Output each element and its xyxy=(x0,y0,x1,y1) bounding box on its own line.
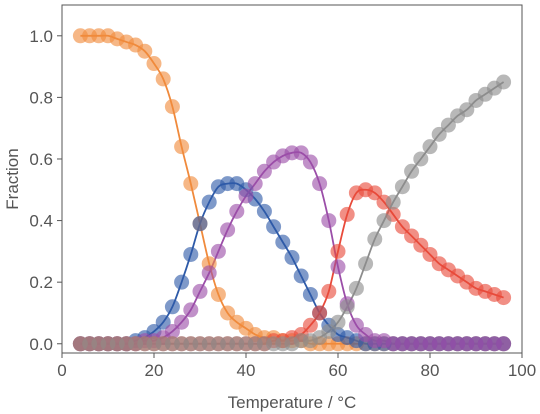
plot-frame xyxy=(61,4,523,354)
y-tick-label: 0.0 xyxy=(29,335,53,354)
data-point-2-17 xyxy=(229,203,245,219)
data-point-4-38 xyxy=(422,139,438,155)
data-point-2-25 xyxy=(302,154,318,170)
y-axis-ticks: 0.0 0.2 0.4 0.6 0.8 1.0 xyxy=(29,27,62,354)
y-tick-label: 1.0 xyxy=(29,27,53,46)
data-point-3-37 xyxy=(413,237,429,253)
x-tick-label: 0 xyxy=(57,361,66,380)
data-point-3-36 xyxy=(404,228,420,244)
data-point-1-13 xyxy=(192,216,208,232)
data-point-2-26 xyxy=(312,176,328,192)
y-tick-label: 0.8 xyxy=(29,88,53,107)
data-point-2-20 xyxy=(256,163,272,179)
data-point-3-46 xyxy=(496,290,512,306)
x-tick-label: 100 xyxy=(508,361,536,380)
data-point-1-11 xyxy=(174,274,190,290)
x-axis-ticks: 0 20 40 60 80 100 xyxy=(57,353,536,380)
data-point-4-46 xyxy=(496,74,512,90)
data-point-1-23 xyxy=(284,250,300,266)
data-point-3-28 xyxy=(330,243,346,259)
data-point-3-29 xyxy=(339,206,355,222)
x-axis-title: Temperature / °C xyxy=(228,393,357,412)
data-point-1-24 xyxy=(293,268,309,284)
y-tick-label: 0.4 xyxy=(29,212,53,231)
data-point-1-22 xyxy=(275,234,291,250)
data-point-4-36 xyxy=(404,163,420,179)
data-point-3-26 xyxy=(312,305,328,321)
data-point-2-11 xyxy=(174,314,190,330)
data-point-2-28 xyxy=(330,259,346,275)
data-point-2-30 xyxy=(348,317,364,333)
data-points xyxy=(72,28,512,352)
data-point-0-15 xyxy=(210,286,226,302)
data-point-3-35 xyxy=(394,219,410,235)
data-point-0-7 xyxy=(137,43,153,59)
y-tick-label: 0.2 xyxy=(29,273,53,292)
data-point-0-10 xyxy=(164,99,180,115)
data-point-0-8 xyxy=(146,56,162,72)
data-point-2-27 xyxy=(321,213,337,229)
data-point-4-40 xyxy=(440,117,456,133)
data-point-4-33 xyxy=(376,213,392,229)
data-point-1-14 xyxy=(201,194,217,210)
data-point-0-16 xyxy=(220,305,236,321)
data-point-2-12 xyxy=(183,302,199,318)
data-point-0-9 xyxy=(155,71,171,87)
data-point-4-30 xyxy=(348,280,364,296)
x-tick-label: 20 xyxy=(145,361,164,380)
data-point-4-35 xyxy=(394,179,410,195)
data-point-4-28 xyxy=(330,314,346,330)
data-point-3-32 xyxy=(367,185,383,201)
data-point-4-37 xyxy=(413,151,429,167)
data-point-1-10 xyxy=(164,299,180,315)
data-point-4-31 xyxy=(358,256,374,272)
data-point-2-16 xyxy=(220,222,236,238)
data-point-3-27 xyxy=(321,283,337,299)
x-tick-label: 80 xyxy=(421,361,440,380)
data-point-1-21 xyxy=(266,219,282,235)
data-point-4-34 xyxy=(385,194,401,210)
data-point-1-20 xyxy=(256,203,272,219)
data-point-2-15 xyxy=(210,243,226,259)
data-point-3-25 xyxy=(302,317,318,333)
data-point-2-18 xyxy=(238,188,254,204)
data-point-2-10 xyxy=(164,323,180,339)
data-point-3-38 xyxy=(422,246,438,262)
data-point-4-39 xyxy=(431,126,447,142)
data-point-2-24 xyxy=(293,145,309,161)
x-tick-label: 60 xyxy=(329,361,348,380)
data-point-0-12 xyxy=(183,176,199,192)
data-point-2-14 xyxy=(201,265,217,281)
data-point-1-12 xyxy=(183,246,199,262)
data-point-0-11 xyxy=(174,139,190,155)
data-point-4-29 xyxy=(339,299,355,315)
data-point-4-42 xyxy=(459,102,475,118)
data-point-1-9 xyxy=(155,314,171,330)
y-tick-label: 0.6 xyxy=(29,150,53,169)
data-point-2-46 xyxy=(496,336,512,352)
data-point-4-27 xyxy=(321,323,337,339)
x-tick-label: 40 xyxy=(237,361,256,380)
data-point-2-19 xyxy=(247,176,263,192)
data-point-2-13 xyxy=(192,283,208,299)
data-point-4-32 xyxy=(367,231,383,247)
y-axis-title: Fraction xyxy=(3,148,22,209)
data-point-1-25 xyxy=(302,286,318,302)
